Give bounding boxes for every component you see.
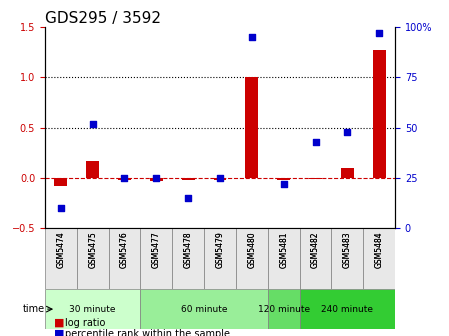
Text: GSM5478: GSM5478: [184, 232, 193, 268]
Text: 60 minute: 60 minute: [181, 305, 227, 313]
Text: GSM5481: GSM5481: [279, 232, 288, 268]
Text: GSM5477: GSM5477: [152, 232, 161, 268]
Text: percentile rank within the sample: percentile rank within the sample: [65, 329, 230, 336]
Text: GSM5475: GSM5475: [88, 232, 97, 268]
Point: [185, 196, 192, 201]
FancyBboxPatch shape: [109, 228, 141, 289]
Text: GSM5475: GSM5475: [88, 232, 97, 268]
Bar: [373, 50, 386, 178]
Bar: [118, 178, 131, 180]
FancyBboxPatch shape: [299, 228, 331, 289]
FancyBboxPatch shape: [299, 289, 395, 329]
Text: GSM5479: GSM5479: [216, 232, 224, 268]
Bar: [309, 178, 322, 179]
Text: ■: ■: [54, 329, 64, 336]
Bar: [277, 178, 290, 180]
FancyBboxPatch shape: [141, 289, 268, 329]
Point: [280, 181, 287, 187]
Bar: [214, 178, 226, 180]
FancyBboxPatch shape: [45, 228, 77, 289]
FancyBboxPatch shape: [331, 228, 363, 289]
Text: GSM5477: GSM5477: [152, 232, 161, 268]
Text: GSM5480: GSM5480: [247, 232, 256, 268]
Bar: [182, 178, 194, 180]
Bar: [54, 178, 67, 186]
Bar: [341, 168, 354, 178]
Text: GSM5478: GSM5478: [184, 232, 193, 268]
Point: [216, 175, 224, 181]
Point: [344, 129, 351, 134]
Text: GSM5483: GSM5483: [343, 232, 352, 268]
FancyBboxPatch shape: [172, 228, 204, 289]
Text: GSM5482: GSM5482: [311, 232, 320, 268]
Point: [153, 175, 160, 181]
Text: 240 minute: 240 minute: [321, 305, 374, 313]
FancyBboxPatch shape: [45, 289, 141, 329]
Text: GDS295 / 3592: GDS295 / 3592: [45, 11, 161, 26]
Bar: [246, 77, 258, 178]
FancyBboxPatch shape: [363, 228, 395, 289]
Point: [312, 139, 319, 144]
Text: GSM5484: GSM5484: [375, 232, 384, 268]
Bar: [86, 161, 99, 178]
Text: GSM5480: GSM5480: [247, 232, 256, 268]
Point: [89, 121, 96, 126]
Point: [57, 206, 64, 211]
Bar: [150, 178, 163, 181]
FancyBboxPatch shape: [77, 228, 109, 289]
Text: GSM5483: GSM5483: [343, 232, 352, 268]
Text: 30 minute: 30 minute: [70, 305, 116, 313]
Text: ■: ■: [54, 318, 64, 328]
FancyBboxPatch shape: [268, 289, 299, 329]
Text: 120 minute: 120 minute: [258, 305, 310, 313]
Text: GSM5481: GSM5481: [279, 232, 288, 268]
Text: GSM5474: GSM5474: [56, 232, 65, 268]
Point: [121, 175, 128, 181]
Text: GSM5482: GSM5482: [311, 232, 320, 268]
FancyBboxPatch shape: [141, 228, 172, 289]
FancyBboxPatch shape: [268, 228, 299, 289]
Text: GSM5479: GSM5479: [216, 232, 224, 268]
Point: [376, 30, 383, 36]
FancyBboxPatch shape: [204, 228, 236, 289]
Text: log ratio: log ratio: [65, 318, 106, 328]
Text: GSM5474: GSM5474: [56, 232, 65, 268]
Text: time: time: [23, 304, 45, 314]
FancyBboxPatch shape: [236, 228, 268, 289]
Text: GSM5476: GSM5476: [120, 232, 129, 268]
Text: GSM5484: GSM5484: [375, 232, 384, 268]
Point: [248, 34, 255, 40]
Text: GSM5476: GSM5476: [120, 232, 129, 268]
